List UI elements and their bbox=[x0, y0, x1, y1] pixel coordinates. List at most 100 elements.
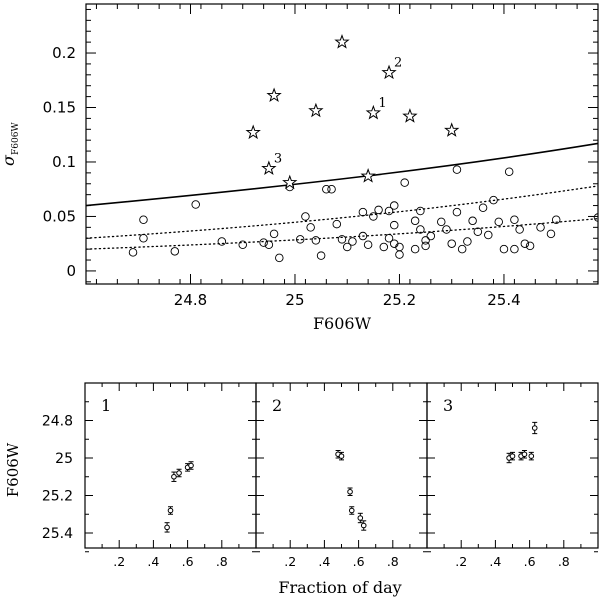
panel-x-tick-label: .4 bbox=[147, 554, 159, 569]
circle-point bbox=[327, 184, 336, 194]
panel-label: 3 bbox=[443, 396, 453, 415]
star-point bbox=[365, 104, 382, 120]
bottom-x-axis-label: Fraction of day bbox=[278, 578, 401, 597]
circle-point bbox=[421, 241, 430, 251]
circle-point bbox=[421, 236, 430, 245]
circle-point bbox=[416, 225, 425, 234]
circle-point bbox=[478, 203, 488, 212]
star-annotation: 1 bbox=[378, 96, 386, 111]
circle-point bbox=[426, 231, 436, 241]
light-curve-panel-3: .2 .4 .6 .8 3 bbox=[426, 382, 599, 569]
star-point bbox=[261, 160, 277, 176]
light-curve-point bbox=[360, 522, 367, 529]
envelope-curve bbox=[86, 217, 598, 250]
top-x-tick-label: 24.8 bbox=[174, 291, 207, 309]
circle-point bbox=[489, 195, 498, 205]
light-curve-point bbox=[531, 425, 538, 431]
panel-label: 1 bbox=[101, 396, 111, 415]
top-y-tick-label: 0.05 bbox=[43, 207, 76, 225]
circle-point bbox=[410, 244, 420, 254]
circle-point bbox=[170, 247, 180, 256]
circle-point bbox=[525, 241, 535, 251]
circle-point bbox=[306, 223, 315, 232]
light-curve-point bbox=[509, 453, 516, 459]
circle-point bbox=[389, 201, 399, 210]
panel-x-tick-label: .6 bbox=[353, 554, 365, 569]
panel-x-tick-label: .6 bbox=[524, 554, 536, 569]
light-curve-point bbox=[188, 462, 194, 469]
panel-x-tick-label: .8 bbox=[558, 554, 570, 569]
circle-point bbox=[484, 230, 493, 240]
circle-point bbox=[128, 248, 138, 257]
circle-point bbox=[332, 219, 342, 229]
circle-point bbox=[269, 229, 279, 239]
circle-point bbox=[442, 225, 451, 234]
circle-point bbox=[593, 213, 598, 222]
top-y-axis-label: σ F606W bbox=[0, 122, 21, 166]
panel-x-tick-label: .4 bbox=[318, 554, 330, 569]
circle-point bbox=[395, 242, 404, 252]
circle-point bbox=[551, 215, 561, 224]
circle-point bbox=[447, 239, 456, 248]
light-curve-point bbox=[164, 524, 170, 531]
circle-point bbox=[295, 235, 305, 244]
circle-point bbox=[384, 206, 394, 216]
panel-x-tick-label: .6 bbox=[182, 554, 194, 569]
star-point bbox=[282, 174, 298, 190]
circle-point bbox=[363, 240, 373, 250]
bottom-y-axis-label: F606W bbox=[4, 442, 22, 497]
circle-point bbox=[452, 165, 462, 174]
light-curve-point bbox=[176, 470, 182, 476]
circle-point bbox=[416, 206, 425, 216]
circle-point bbox=[358, 231, 368, 241]
top-x-tick-label: 25.4 bbox=[487, 291, 520, 309]
circle-point bbox=[515, 225, 524, 234]
circle-point bbox=[395, 250, 404, 259]
circle-point bbox=[337, 235, 347, 244]
circle-point bbox=[374, 205, 383, 215]
circle-point bbox=[510, 244, 519, 254]
circle-point bbox=[311, 236, 321, 245]
circle-point bbox=[546, 229, 556, 239]
light-curve-point bbox=[338, 453, 345, 459]
panel-y-tick-label: 25.4 bbox=[42, 526, 73, 542]
star-point bbox=[334, 34, 350, 49]
light-curve-point bbox=[348, 507, 355, 514]
star-annotation: 2 bbox=[394, 56, 402, 71]
top-x-tick-label: 25 bbox=[285, 291, 304, 309]
star-point bbox=[245, 124, 261, 140]
circle-point bbox=[238, 240, 247, 250]
panel-x-tick-label: .4 bbox=[489, 554, 501, 569]
panel-x-tick-label: .2 bbox=[113, 554, 125, 569]
circle-point bbox=[264, 240, 274, 250]
star-point bbox=[402, 108, 418, 123]
circle-point bbox=[322, 184, 331, 194]
panel-x-tick-label: .2 bbox=[284, 554, 296, 569]
panel-y-tick-label: 25.2 bbox=[42, 489, 73, 505]
circle-point bbox=[536, 223, 545, 232]
svg-text:F606W: F606W bbox=[11, 122, 21, 155]
circle-point bbox=[452, 207, 462, 217]
panel-label: 2 bbox=[272, 396, 282, 415]
circle-point bbox=[139, 233, 148, 243]
sigma-vs-magnitude-panel: 24.8 25 25.2 25.4 0 0.05 0.1 0.15 0.2 1 2 3 F606W… bbox=[0, 3, 599, 333]
circle-point bbox=[384, 233, 394, 243]
circle-point bbox=[468, 216, 477, 226]
top-y-tick-label: 0.2 bbox=[52, 44, 76, 62]
panel-y-tick-label: 25 bbox=[55, 451, 73, 467]
light-curve-point bbox=[521, 451, 528, 458]
light-curve-panel-1: .2 .4 .6 .8 24.8 25 25.2 25.4 1 bbox=[42, 382, 257, 569]
panel-y-tick-label: 24.8 bbox=[42, 414, 73, 430]
circle-point bbox=[301, 212, 310, 221]
light-curve-point bbox=[347, 488, 353, 495]
circle-point bbox=[400, 178, 409, 187]
star-point bbox=[360, 168, 376, 183]
circle-point bbox=[348, 237, 357, 246]
light-curve-point bbox=[171, 473, 177, 480]
circle-point bbox=[342, 242, 352, 252]
circle-point bbox=[504, 167, 514, 177]
panel-x-tick-label: .8 bbox=[387, 554, 399, 569]
light-curve-panels: .2 .4 .6 .8 24.8 25 25.2 25.4 1 .2 .4 .6 .8 2 .2 .4 .6 .8… bbox=[42, 382, 599, 569]
panel-x-tick-label: .8 bbox=[216, 554, 228, 569]
circle-point bbox=[139, 215, 148, 224]
